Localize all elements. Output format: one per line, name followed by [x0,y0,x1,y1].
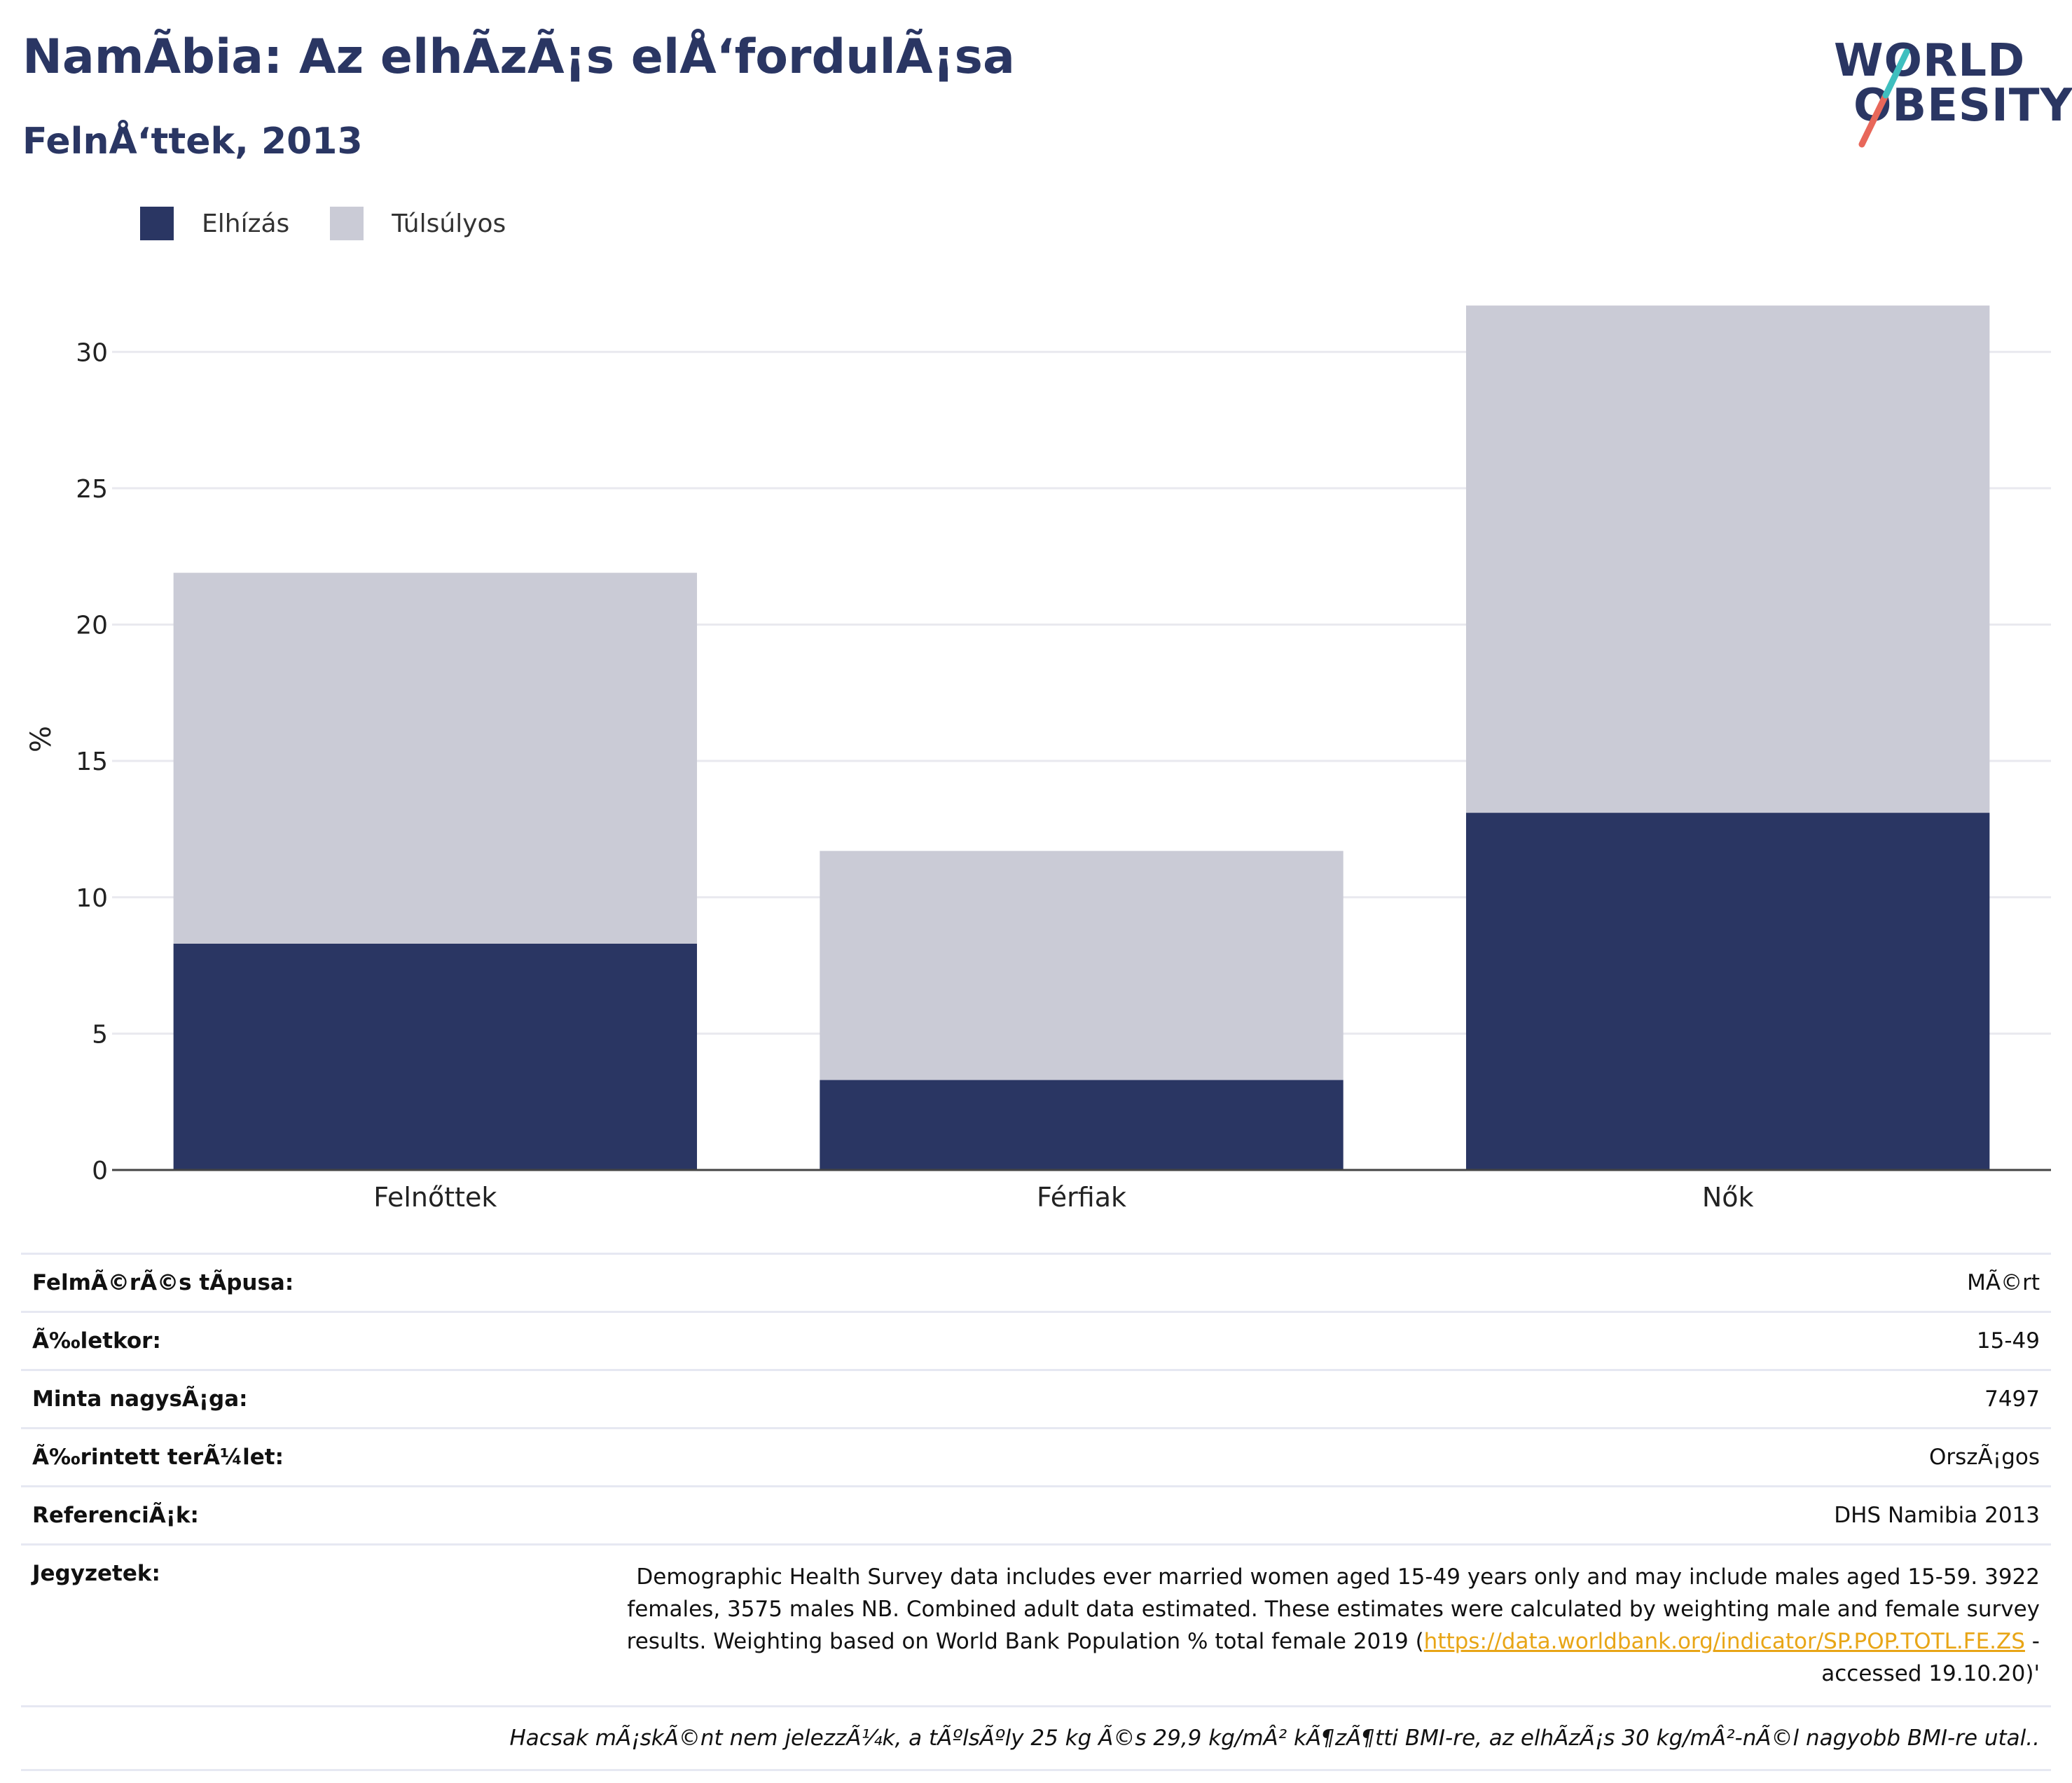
info-row-survey-type: FelmÃ©rÃ©s tÃpusa: MÃ©rt [21,1253,2051,1311]
y-axis-label: % [25,726,57,752]
info-row-notes: Jegyzetek: Demographic Health Survey dat… [21,1543,2051,1705]
footnote: Hacsak mÃ¡skÃ©nt nem jelezzÃ¼k, a tÃºlsÃ… [21,1705,2051,1771]
bar-segment-overweight [173,572,698,944]
info-label: Jegyzetek: [32,1561,160,1586]
legend-swatch-obesity [140,207,174,240]
x-tick-label: Nők [1702,1182,1754,1213]
y-tick-label: 15 [76,748,108,776]
info-row-area: Ã‰rintett terÃ¼let: OrszÃ¡gos [21,1427,2051,1485]
chart-title: NamÃbia: Az elhÃzÃ¡s elÅ‘fordulÃ¡sa [22,29,1015,85]
y-tick-label: 30 [76,338,108,367]
y-tick-label: 25 [76,475,108,504]
worldbank-link[interactable]: https://data.worldbank.org/indicator/SP.… [1423,1629,2025,1654]
info-row-sample: Minta nagysÃ¡ga: 7497 [21,1369,2051,1427]
y-tick-label: 0 [92,1157,108,1185]
info-value: 7497 [1984,1386,2040,1412]
info-value: MÃ©rt [1967,1270,2040,1295]
info-label: Minta nagysÃ¡ga: [32,1386,248,1412]
logo-line1: WORLD [1834,35,2026,87]
notes-text: Demographic Health Survey data includes … [583,1561,2040,1690]
legend-swatch-overweight [330,207,364,240]
info-label: ReferenciÃ¡k: [32,1503,199,1528]
info-table: FelmÃ©rÃ©s tÃpusa: MÃ©rt Ã‰letkor: 15-49… [21,1253,2051,1771]
notes-text-after: - accessed 19.10.20)' [1821,1629,2040,1686]
world-obesity-logo: WORLD OBESITY [1821,25,2072,151]
bar-segment-obesity [173,943,698,1170]
info-value: 15-49 [1976,1328,2040,1354]
info-label: Ã‰letkor: [32,1328,161,1354]
info-row-age: Ã‰letkor: 15-49 [21,1311,2051,1369]
x-tick-label: Férfiak [1037,1182,1126,1213]
y-tick-label: 5 [92,1020,108,1049]
chart-subtitle: FelnÅ‘ttek, 2013 [22,121,363,163]
bar-segment-overweight [820,851,1344,1080]
legend-label-obesity: Elhízás [202,209,290,238]
stacked-bar-chart: 0 5 10 15 20 25 30 Felnőttek Férfiak Nők% [25,305,2051,1213]
notes-text-before: Demographic Health Survey data includes … [626,1564,2040,1654]
info-value: OrszÃ¡gos [1929,1445,2040,1470]
y-tick-label: 20 [76,612,108,640]
info-label: Ã‰rintett terÃ¼let: [32,1445,284,1470]
legend: Elhízás Túlsúlyos [140,207,546,240]
bar-segment-obesity [820,1080,1344,1170]
legend-item-obesity: Elhízás [140,207,289,240]
legend-item-overweight: Túlsúlyos [330,207,506,240]
bar-segment-obesity [1465,813,1990,1170]
info-row-references: ReferenciÃ¡k: DHS Namibia 2013 [21,1485,2051,1543]
info-value: DHS Namibia 2013 [1834,1503,2040,1528]
legend-label-overweight: Túlsúlyos [392,209,506,238]
logo-slash-icon [1858,48,1910,148]
info-label: FelmÃ©rÃ©s tÃpusa: [32,1270,294,1295]
bar-segment-overweight [1465,305,1990,813]
y-tick-label: 10 [76,884,108,913]
x-tick-label: Felnőttek [373,1182,497,1213]
